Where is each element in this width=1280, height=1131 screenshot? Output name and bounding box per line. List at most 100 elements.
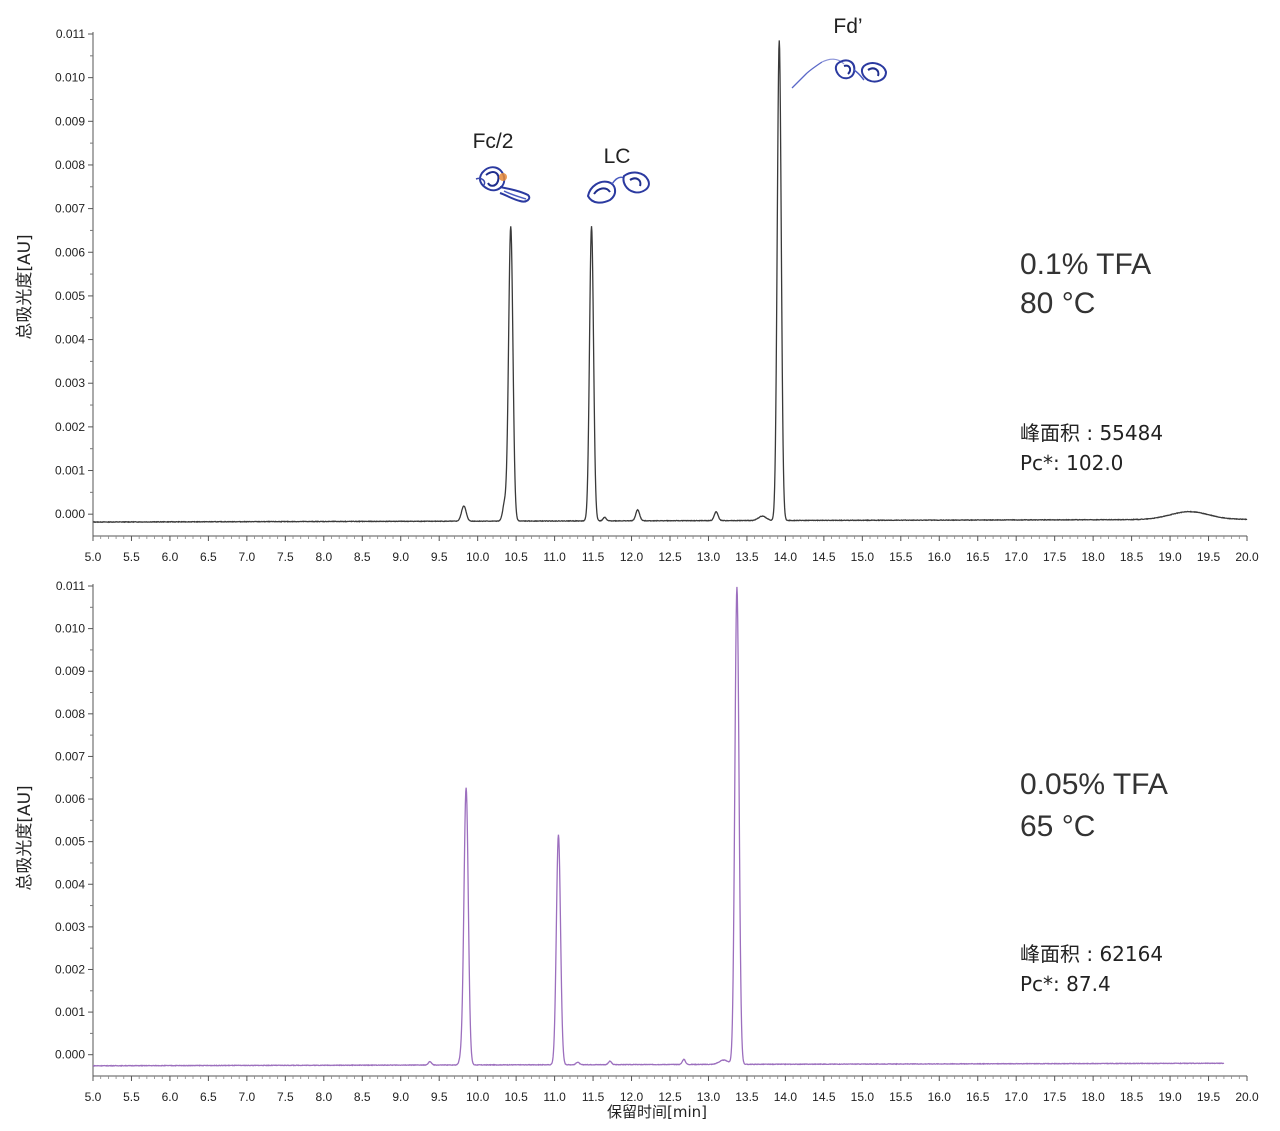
x-tick-label: 9.5 xyxy=(431,1090,448,1104)
x-tick-label: 18.5 xyxy=(1120,1090,1144,1104)
x-tick-label: 5.0 xyxy=(85,1090,102,1104)
x-tick-label: 16.0 xyxy=(928,550,952,564)
y-tick-label: 0.009 xyxy=(55,114,85,128)
y-tick-label: 0.004 xyxy=(55,333,85,347)
x-tick-label: 11.0 xyxy=(543,550,566,564)
y-tick-label: 0.007 xyxy=(55,202,85,216)
y-tick-label: 0.004 xyxy=(55,877,85,891)
x-tick-label: 11.5 xyxy=(582,1090,605,1104)
x-tick-label: 12.0 xyxy=(620,550,644,564)
x-tick-label: 15.0 xyxy=(851,550,875,564)
x-tick-label: 5.0 xyxy=(85,550,102,564)
x-tick-label: 13.0 xyxy=(697,1090,721,1104)
y-tick-label: 0.011 xyxy=(56,579,85,593)
x-tick-label: 8.0 xyxy=(315,550,332,564)
y-tick-label: 0.000 xyxy=(55,507,85,521)
x-tick-label: 12.5 xyxy=(658,1090,682,1104)
x-tick-label: 5.5 xyxy=(123,550,140,564)
fd-protein-structure-icon xyxy=(791,58,888,89)
peak-label: Fd’ xyxy=(833,15,862,38)
condition-text: 65 °C xyxy=(1020,810,1095,843)
peak-label: Fc/2 xyxy=(473,130,514,153)
lc-protein-structure-icon xyxy=(586,171,650,204)
y-tick-label: 0.002 xyxy=(55,962,85,976)
x-tick-label: 18.5 xyxy=(1120,550,1144,564)
x-tick-label: 17.5 xyxy=(1043,550,1067,564)
x-tick-label: 10.5 xyxy=(504,1090,528,1104)
condition-text: 80 °C xyxy=(1020,287,1095,320)
x-tick-label: 6.5 xyxy=(200,550,217,564)
x-tick-label: 10.5 xyxy=(504,550,528,564)
x-tick-label: 19.5 xyxy=(1197,1090,1221,1104)
y-tick-label: 0.002 xyxy=(55,420,85,434)
x-tick-label: 6.0 xyxy=(162,1090,179,1104)
condition-text: 0.1% TFA xyxy=(1020,248,1151,281)
y-tick-label: 0.001 xyxy=(55,1005,85,1019)
pc-value-text: Pc*: 87.4 xyxy=(1020,972,1111,996)
x-tick-label: 8.5 xyxy=(354,550,371,564)
x-tick-label: 12.5 xyxy=(658,550,682,564)
y-tick-label: 0.008 xyxy=(55,158,85,172)
y-tick-label: 0.003 xyxy=(55,376,85,390)
y-axis-title: 总吸光度[AU] xyxy=(15,234,35,339)
x-tick-label: 20.0 xyxy=(1235,550,1259,564)
x-tick-label: 16.5 xyxy=(966,550,990,564)
x-tick-label: 17.0 xyxy=(1005,1090,1029,1104)
y-tick-label: 0.008 xyxy=(55,707,85,721)
chart-panel-top: 0.000 0.001 0.002 0.003 0.004 0.005 0.006 0.007… xyxy=(15,15,1259,564)
x-tick-label: 19.5 xyxy=(1197,550,1221,564)
y-tick-label: 0.007 xyxy=(55,749,85,763)
peak-area-text: 峰面积 : 55484 xyxy=(1020,421,1163,445)
x-tick-label: 17.5 xyxy=(1043,1090,1067,1104)
x-tick-label: 7.5 xyxy=(277,550,294,564)
x-tick-label: 16.0 xyxy=(928,1090,952,1104)
x-tick-label: 18.0 xyxy=(1081,550,1105,564)
x-tick-label: 6.0 xyxy=(162,550,179,564)
y-tick-label: 0.011 xyxy=(56,27,85,41)
y-tick-label: 0.006 xyxy=(55,245,85,259)
x-tick-label: 15.5 xyxy=(889,550,913,564)
x-tick-label: 5.5 xyxy=(123,1090,140,1104)
x-tick-label: 18.0 xyxy=(1081,1090,1105,1104)
y-tick-label: 0.005 xyxy=(55,289,85,303)
y-tick-label: 0.003 xyxy=(55,920,85,934)
fc2-protein-structure-icon xyxy=(475,166,531,203)
x-tick-label: 12.0 xyxy=(620,1090,644,1104)
y-tick-label: 0.001 xyxy=(55,464,85,478)
x-tick-label: 9.5 xyxy=(431,550,448,564)
x-tick-label: 13.5 xyxy=(735,1090,759,1104)
y-axis-title: 总吸光度[AU] xyxy=(15,785,35,890)
pc-value-text: Pc*: 102.0 xyxy=(1020,451,1123,475)
x-tick-label: 20.0 xyxy=(1235,1090,1259,1104)
x-tick-label: 10.0 xyxy=(466,550,490,564)
x-tick-label: 8.5 xyxy=(354,1090,371,1104)
x-tick-label: 6.5 xyxy=(200,1090,217,1104)
y-tick-label: 0.005 xyxy=(55,835,85,849)
x-tick-label: 16.5 xyxy=(966,1090,990,1104)
y-tick-label: 0.006 xyxy=(55,792,85,806)
y-tick-label: 0.009 xyxy=(55,664,85,678)
x-tick-label: 7.0 xyxy=(239,550,256,564)
chromatogram-trace-bottom xyxy=(92,586,1225,1067)
x-tick-label: 19.0 xyxy=(1158,1090,1182,1104)
x-axis-title: 保留时间[min] xyxy=(607,1103,707,1121)
x-tick-label: 11.5 xyxy=(582,550,605,564)
x-tick-label: 19.0 xyxy=(1158,550,1182,564)
x-tick-label: 14.0 xyxy=(774,550,798,564)
peak-label: LC xyxy=(604,145,631,168)
y-tick-label: 0.010 xyxy=(55,71,85,85)
y-tick-label: 0.010 xyxy=(55,622,85,636)
condition-text: 0.05% TFA xyxy=(1020,768,1168,801)
x-tick-label: 7.5 xyxy=(277,1090,294,1104)
x-tick-label: 14.5 xyxy=(812,550,836,564)
x-tick-label: 13.0 xyxy=(697,550,721,564)
x-tick-label: 15.0 xyxy=(851,1090,875,1104)
x-tick-label: 8.0 xyxy=(315,1090,332,1104)
x-tick-label: 17.0 xyxy=(1005,550,1029,564)
chromatogram-trace-top xyxy=(92,40,1248,524)
x-tick-label: 10.0 xyxy=(466,1090,490,1104)
y-tick-label: 0.000 xyxy=(55,1048,85,1062)
chart-panel-bottom: 0.000 0.001 0.002 0.003 0.004 0.005 0.006 0.007… xyxy=(15,579,1259,1121)
x-tick-label: 11.0 xyxy=(543,1090,566,1104)
